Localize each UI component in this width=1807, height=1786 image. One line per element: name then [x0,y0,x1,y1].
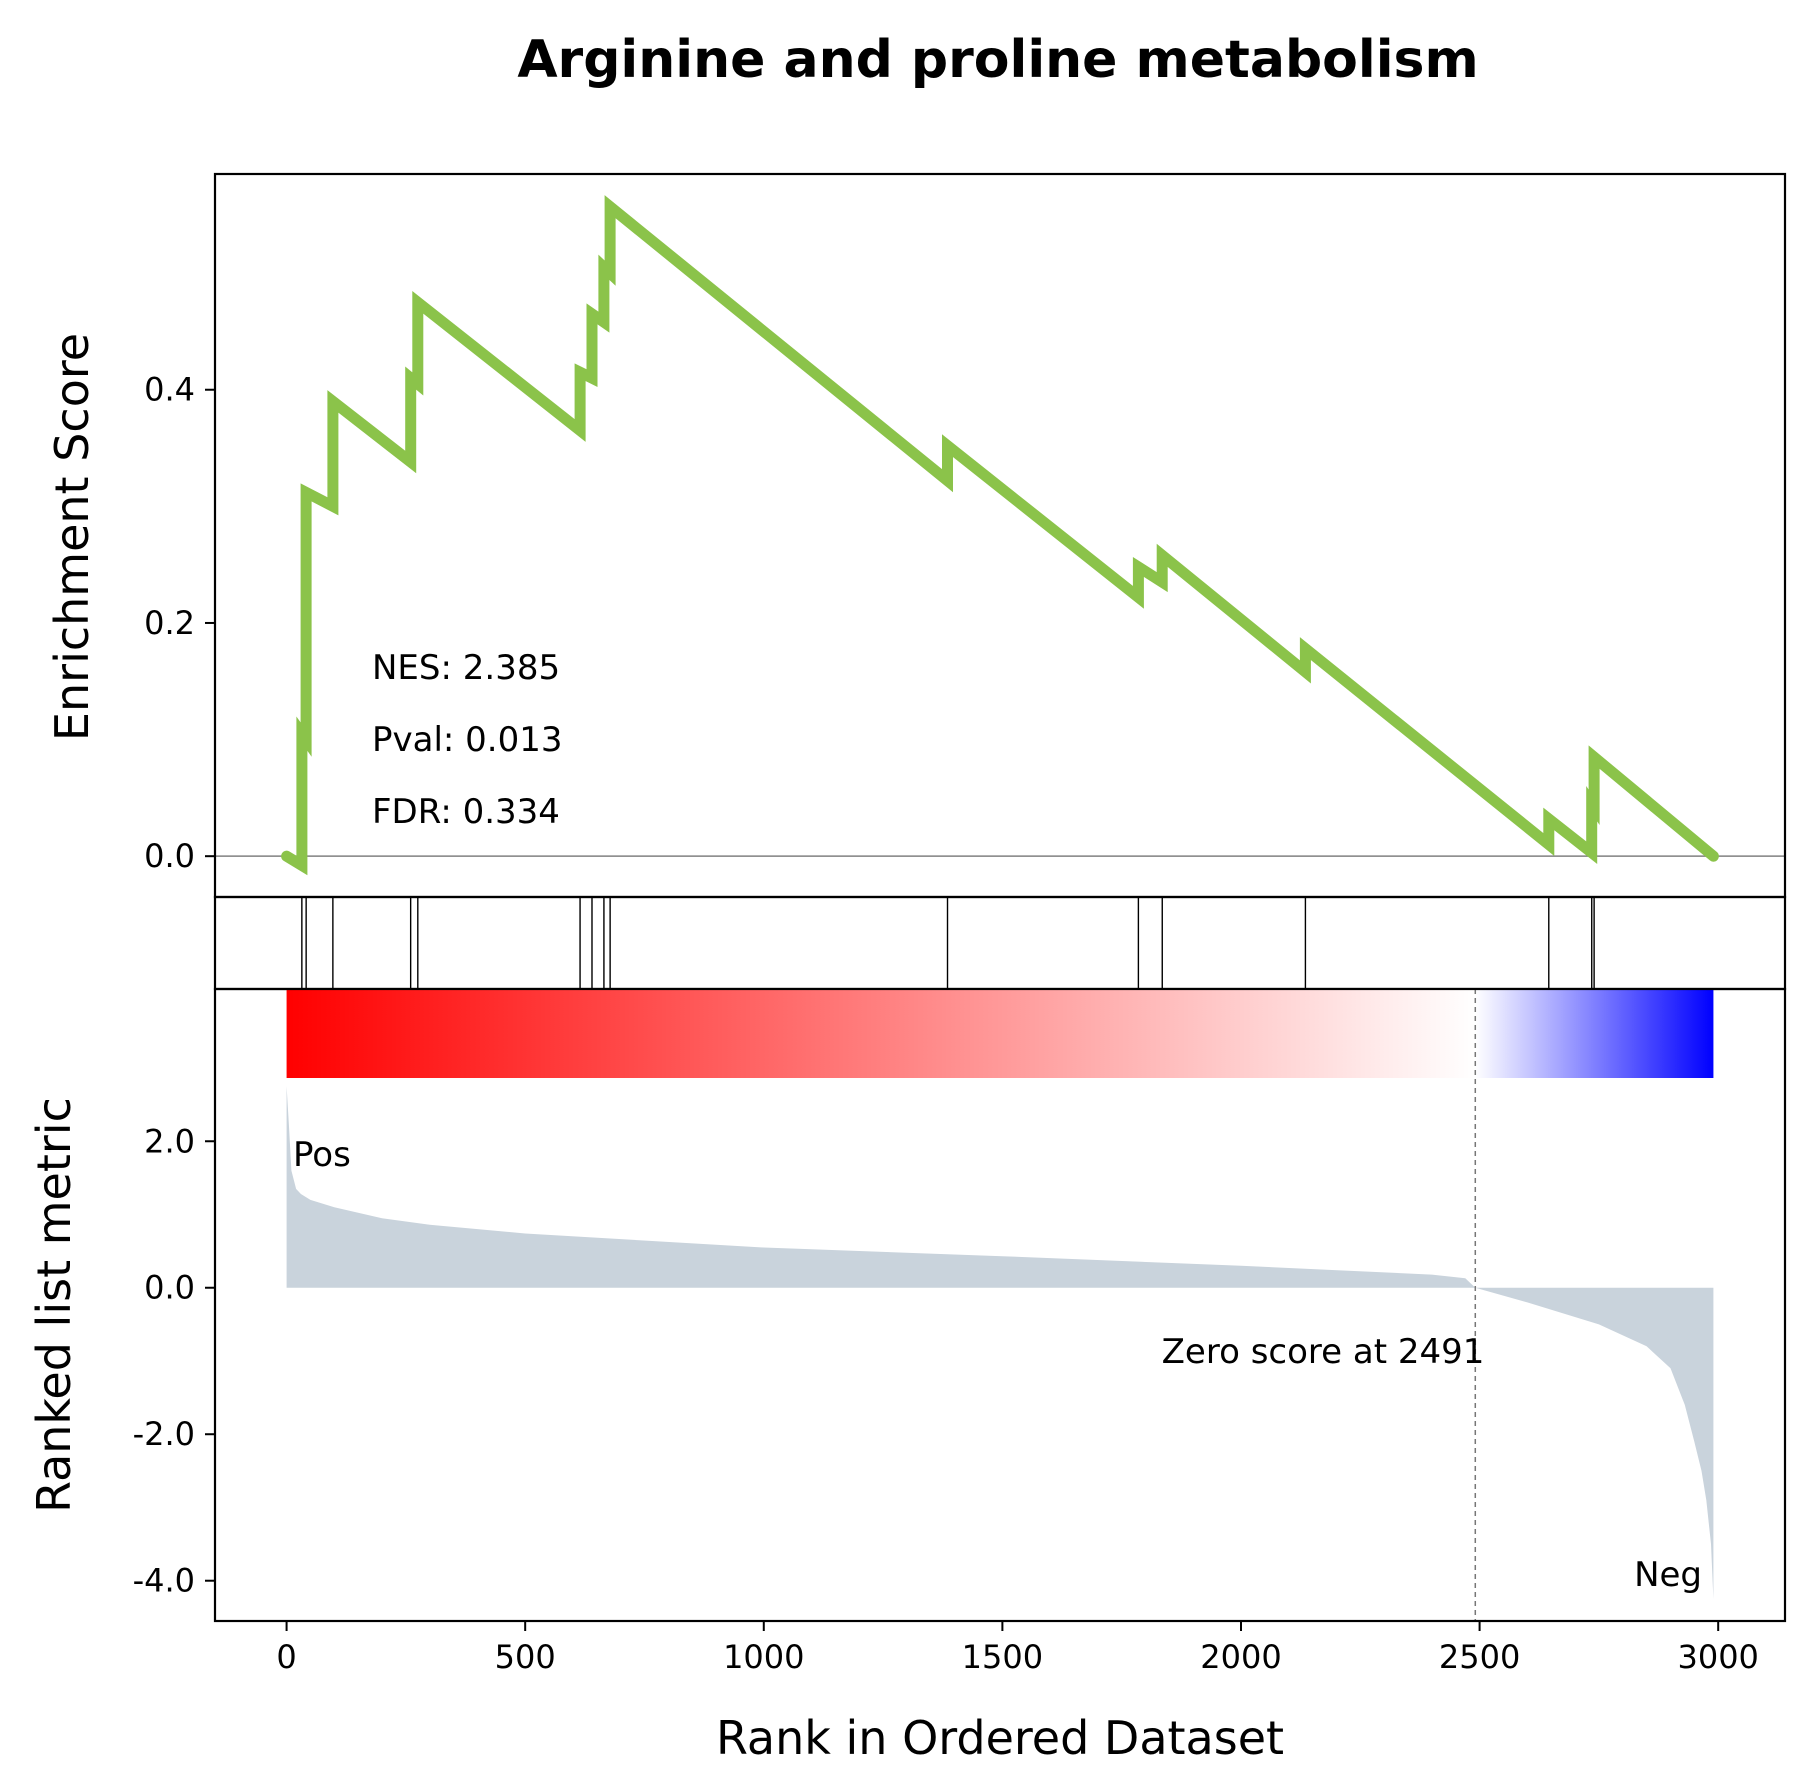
pval-label: Pval: 0.013 [372,720,563,760]
fdr-label: FDR: 0.334 [372,792,560,832]
rank-metric-y-tick-label: 0.0 [144,1269,195,1307]
ranked-metric-area [286,1086,1714,1599]
es-y-tick-label: 0.4 [144,371,195,409]
x-axis: 0 500 1000 1500 2000 2500 3000 [276,1621,1759,1676]
x-axis-title: Rank in Ordered Dataset [716,1711,1284,1765]
enrichment-score-line [281,195,1719,876]
es-y-axis-title: Enrichment Score [45,333,99,741]
enrichment-panel: 0.0 0.2 0.4 NES: 2.385 Pval: 0.013 FDR: 0.… [144,172,1787,899]
x-tick-label: 2000 [1200,1638,1281,1676]
es-y-axis: 0.0 0.2 0.4 [144,371,215,875]
x-tick-label: 500 [495,1638,556,1676]
hits-panel [213,895,1787,991]
neg-label: Neg [1634,1555,1702,1595]
x-tick-label: 3000 [1677,1638,1758,1676]
x-tick-label: 1500 [962,1638,1043,1676]
chart-title: Arginine and proline metabolism [517,30,1478,90]
rank-metric-y-tick-label: -4.0 [133,1562,195,1600]
x-tick-label: 1000 [723,1638,804,1676]
rank-metric-y-axis-title: Ranked list metric [27,1097,81,1513]
ranked-metric-panel-frame [213,987,1787,1623]
rank-metric-y-tick-label: 2.0 [144,1122,195,1160]
rank-metric-y-tick-label: -2.0 [133,1415,195,1453]
rank-metric-y-axis: 2.0 0.0 -2.0 -4.0 [133,1122,215,1600]
x-tick-label: 0 [276,1638,296,1676]
zero-cross-label: Zero score at 2491 [1162,1332,1485,1372]
rank-colorbar [286,989,1714,1078]
x-tick-label: 2500 [1439,1638,1520,1676]
enrichment-panel-frame [213,172,1787,899]
nes-label: NES: 2.385 [372,648,560,688]
hits-panel-frame [213,895,1787,991]
ranked-metric-panel: Zero score at 2491 Pos Neg 2.0 0.0 -2.0 -4.… [133,987,1787,1623]
pos-label: Pos [293,1135,351,1175]
es-y-tick-label: 0.0 [144,837,195,875]
es-y-tick-label: 0.2 [144,604,195,642]
